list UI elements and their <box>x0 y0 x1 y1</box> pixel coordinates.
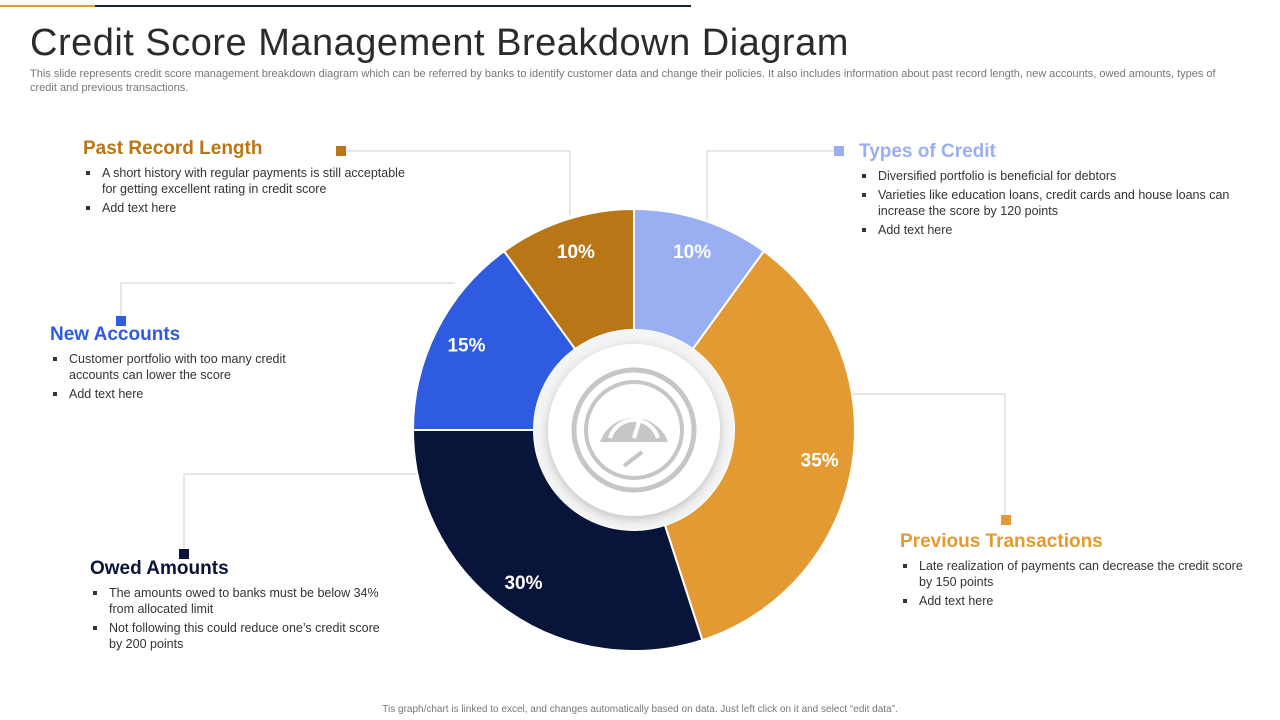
bullet-list: The amounts owed to banks must be below … <box>90 585 380 652</box>
bullet-item: Add text here <box>83 200 413 216</box>
bullet-item: Late realization of payments can decreas… <box>900 558 1245 590</box>
connector-new-accounts <box>120 282 455 318</box>
bullet-item: The amounts owed to banks must be below … <box>90 585 380 617</box>
callout-owed-amounts: Owed Amounts The amounts owed to banks m… <box>90 558 380 655</box>
bullet-item: Customer portfolio with too many credit … <box>50 351 315 383</box>
bullet-item: Diversified portfolio is beneficial for … <box>859 168 1259 184</box>
top-accent-dark <box>95 5 691 7</box>
callout-types-of-credit: Types of Credit Diversified portfolio is… <box>859 141 1259 241</box>
bullet-item: Varieties like education loans, credit c… <box>859 187 1259 219</box>
callout-title: Owed Amounts <box>90 558 229 579</box>
bullet-item: Add text here <box>900 593 1245 609</box>
bullet-list: Diversified portfolio is beneficial for … <box>859 168 1259 238</box>
speedometer-icon <box>571 367 697 493</box>
callout-title: Past Record Length <box>83 138 263 159</box>
bullet-list: Customer portfolio with too many credit … <box>50 351 315 402</box>
callout-title: Types of Credit <box>859 141 996 162</box>
slice-label: 10% <box>557 242 595 263</box>
slice-label: 15% <box>447 336 485 357</box>
slice-label: 10% <box>673 242 711 263</box>
connector-owed <box>183 473 420 550</box>
slice-labels: 10% 35% 30% 15% 10% <box>447 242 838 594</box>
bullet-item: Add text here <box>859 222 1259 238</box>
connector-previous-tx <box>848 393 1006 518</box>
marker-new-accounts <box>116 316 126 326</box>
slice-label: 30% <box>504 573 542 594</box>
bullet-item: Add text here <box>50 386 315 402</box>
bullet-item: A short history with regular payments is… <box>83 165 413 197</box>
slice-label: 35% <box>801 450 839 471</box>
connector-lines <box>120 150 1006 550</box>
marker-previous-tx <box>1001 515 1011 525</box>
connector-past-record <box>346 150 571 215</box>
callout-past-record-length: Past Record Length A short history with … <box>83 138 413 219</box>
marker-past-record <box>336 146 346 156</box>
page-subtitle: This slide represents credit score manag… <box>30 68 1216 94</box>
callout-new-accounts: New Accounts Customer portfolio with too… <box>50 324 315 405</box>
footer-note: Tis graph/chart is linked to excel, and … <box>382 704 898 715</box>
bullet-list: Late realization of payments can decreas… <box>900 558 1245 609</box>
top-accent-orange <box>0 5 95 7</box>
callout-title: New Accounts <box>50 324 181 345</box>
page-title: Credit Score Management Breakdown Diagra… <box>30 22 849 64</box>
callout-previous-transactions: Previous Transactions Late realization o… <box>900 531 1245 612</box>
callout-title: Previous Transactions <box>900 531 1103 552</box>
marker-owed <box>179 549 189 559</box>
bullet-list: A short history with regular payments is… <box>83 165 413 216</box>
bullet-item: Not following this could reduce one’s cr… <box>90 620 380 652</box>
pie-slices <box>411 207 856 652</box>
marker-types-credit <box>834 146 844 156</box>
connector-types-credit <box>706 150 838 220</box>
